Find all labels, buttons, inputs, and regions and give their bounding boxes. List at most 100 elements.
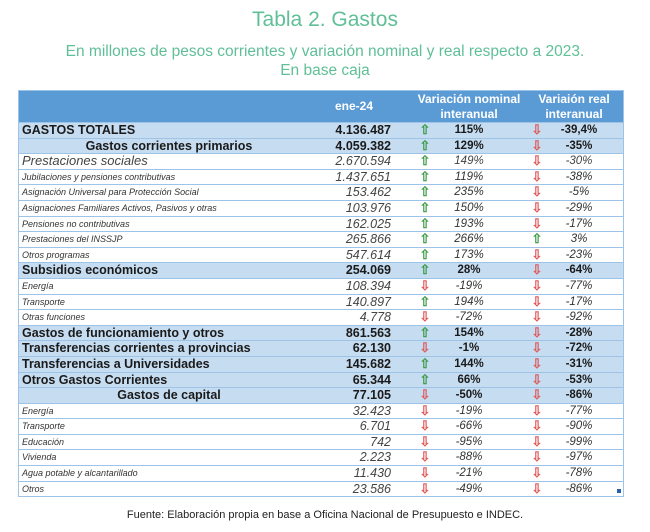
expenses-table: ene-24 Variación nominal interanual Varia… — [18, 90, 624, 498]
nominal-variation: -19% — [455, 279, 483, 292]
arrow-down-icon: ⇩ — [531, 465, 543, 481]
table-row: Gastos corrientes primarios 4.059.382 ⇧ … — [19, 137, 623, 154]
arrow-up-icon: ⇧ — [419, 137, 431, 153]
source-note: Fuente: Elaboración propia en base a Ofi… — [126, 509, 524, 521]
arrow-down-icon: ⇩ — [419, 480, 431, 496]
row-value: 4.136.487 — [335, 123, 391, 137]
table-row: Transferencias corrientes a provincias 6… — [19, 340, 623, 356]
arrow-down-icon: ⇩ — [531, 277, 543, 293]
table-row: Subsidios económicos 254.069 ⇧ 28% ⇩ -64… — [19, 262, 623, 278]
table-row: Agua potable y alcantarillado 11.430 ⇩ -… — [19, 465, 623, 481]
nominal-variation: 173% — [454, 248, 484, 261]
table-row: Otros programas 547.614 ⇧ 173% ⇩ -23% — [19, 246, 623, 263]
header-real-l1: Variaión real — [538, 92, 610, 106]
arrow-down-icon: ⇩ — [531, 355, 543, 371]
table-row: Educación 742 ⇩ -95% ⇩ -99% — [19, 433, 623, 450]
arrow-down-icon: ⇩ — [531, 122, 543, 137]
real-variation: -86% — [565, 482, 593, 495]
nominal-variation: -1% — [458, 342, 480, 355]
arrow-down-icon: ⇩ — [419, 449, 431, 465]
arrow-down-icon: ⇩ — [531, 340, 543, 356]
nominal-variation: 66% — [457, 373, 481, 386]
table-row: Jubilaciones y pensiones contributivas 1… — [19, 168, 623, 185]
arrow-down-icon: ⇩ — [531, 418, 543, 434]
row-label: Prestaciones sociales — [22, 153, 148, 169]
table-row: Prestaciones del INSSJP 265.866 ⇧ 266% ⇧… — [19, 231, 623, 247]
arrow-down-icon: ⇩ — [531, 293, 543, 309]
real-variation: -39,4% — [560, 124, 598, 136]
real-variation: -92% — [565, 311, 593, 324]
real-variation: -99% — [565, 435, 593, 448]
real-variation: -17% — [565, 295, 593, 308]
table-body: GASTOS TOTALES 4.136.487 ⇧ 115% ⇩ -39,4%… — [19, 122, 623, 496]
real-variation: -77% — [565, 279, 593, 292]
row-value: 254.069 — [345, 263, 391, 278]
table-row: Otras funciones 4.778 ⇩ -72% ⇩ -92% — [19, 309, 623, 325]
row-value: 6.701 — [359, 419, 391, 434]
table-row: Gastos de capital 77.105 ⇩ -50% ⇩ -86% — [19, 387, 623, 403]
arrow-up-icon: ⇧ — [419, 371, 431, 387]
real-variation: -5% — [568, 186, 590, 199]
row-value: 11.430 — [353, 466, 391, 481]
nominal-variation: 28% — [457, 264, 481, 277]
real-variation: -72% — [565, 342, 593, 355]
row-value: 2.670.594 — [335, 154, 391, 169]
arrow-down-icon: ⇩ — [531, 387, 543, 403]
nominal-variation: 144% — [454, 357, 484, 370]
row-value: 742 — [370, 434, 391, 449]
real-variation: -97% — [565, 451, 593, 464]
row-value: 23.586 — [352, 481, 391, 496]
table-row: Pensiones no contributivas 162.025 ⇧ 193… — [19, 215, 623, 232]
row-value: 4.059.382 — [335, 138, 391, 153]
arrow-up-icon: ⇧ — [419, 168, 431, 184]
table-row: Gastos de funcionamiento y otros 861.563… — [19, 324, 623, 341]
nominal-variation: 266% — [454, 233, 484, 246]
arrow-down-icon: ⇩ — [531, 449, 543, 465]
nominal-variation: -66% — [455, 420, 483, 433]
subtitle: En millones de pesos corrientes y variac… — [0, 42, 650, 80]
arrow-up-icon: ⇧ — [531, 231, 543, 247]
row-value: 77.105 — [352, 388, 391, 403]
resize-handle-icon — [617, 489, 621, 493]
header-real: Variaión real interanual — [529, 92, 619, 122]
real-variation: -38% — [565, 170, 593, 183]
header-real-l2: interanual — [545, 107, 603, 121]
arrow-up-icon: ⇧ — [419, 246, 431, 262]
row-label: Energía — [22, 405, 54, 416]
row-label: Transferencias a Universidades — [22, 356, 210, 371]
arrow-down-icon: ⇩ — [531, 262, 543, 278]
row-label: Vivienda — [22, 452, 57, 463]
real-variation: -78% — [565, 467, 593, 480]
table-row: GASTOS TOTALES 4.136.487 ⇧ 115% ⇩ -39,4% — [19, 122, 623, 138]
row-value: 1.437.651 — [335, 169, 391, 184]
real-variation: 3% — [570, 233, 588, 246]
arrow-down-icon: ⇩ — [419, 433, 431, 449]
arrow-down-icon: ⇩ — [531, 433, 543, 449]
row-label: Otros Gastos Corrientes — [22, 372, 168, 387]
arrow-up-icon: ⇧ — [419, 122, 431, 137]
nominal-variation: 193% — [454, 217, 484, 230]
row-value: 32.423 — [352, 403, 391, 418]
real-variation: -53% — [565, 373, 593, 386]
nominal-variation: 154% — [454, 326, 484, 339]
real-variation: -31% — [565, 357, 593, 370]
nominal-variation: 115% — [454, 124, 484, 136]
arrow-down-icon: ⇩ — [531, 246, 543, 262]
table-row: Asignación Universal para Protección Soc… — [19, 184, 623, 200]
real-variation: -29% — [565, 201, 593, 214]
nominal-variation: -72% — [455, 311, 483, 324]
table-row: Transporte 140.897 ⇧ 194% ⇩ -17% — [19, 293, 623, 310]
nominal-variation: 150% — [454, 201, 484, 214]
arrow-down-icon: ⇩ — [419, 277, 431, 293]
arrow-down-icon: ⇩ — [531, 309, 543, 325]
row-label: Gastos de funcionamiento y otros — [22, 325, 225, 340]
subtitle-line-2: En base caja — [280, 62, 370, 79]
arrow-down-icon: ⇩ — [419, 309, 431, 325]
header-nominal: Variación nominal interanual — [414, 92, 524, 122]
arrow-down-icon: ⇩ — [419, 465, 431, 481]
real-variation: -86% — [565, 389, 593, 402]
nominal-variation: -21% — [455, 467, 483, 480]
arrow-up-icon: ⇧ — [419, 324, 431, 340]
arrow-up-icon: ⇧ — [419, 184, 431, 200]
row-value: 140.897 — [345, 294, 391, 309]
